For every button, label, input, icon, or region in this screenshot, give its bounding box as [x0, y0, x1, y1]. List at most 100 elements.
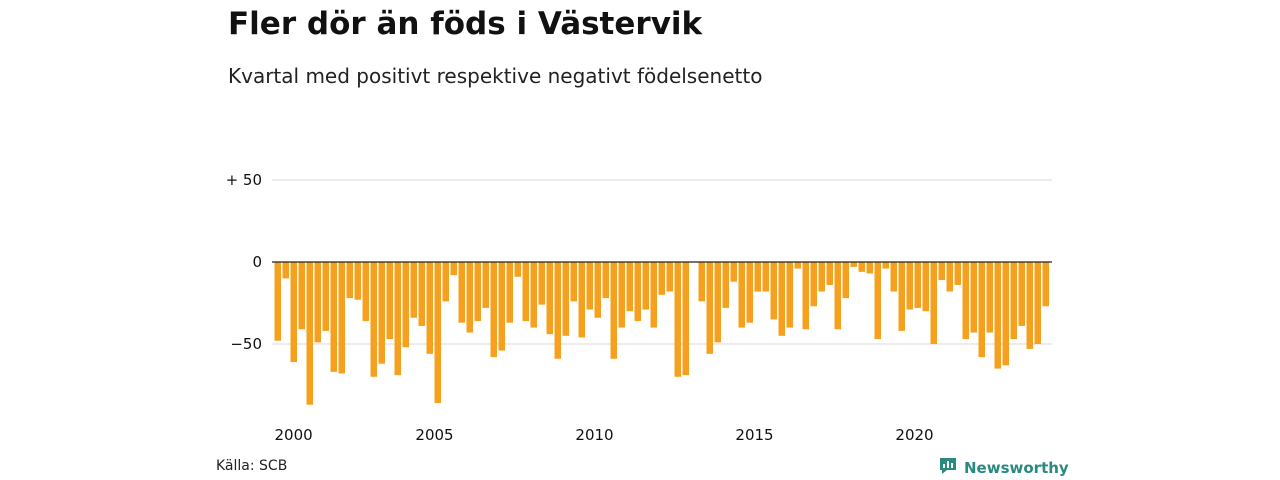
bar — [954, 262, 961, 285]
bar — [994, 262, 1001, 369]
bar — [410, 262, 417, 318]
bar — [762, 262, 769, 292]
brand-name: Newsworthy — [964, 459, 1069, 477]
bar — [626, 262, 633, 312]
bar — [986, 262, 993, 333]
bar — [634, 262, 641, 322]
bar — [442, 262, 449, 302]
bar — [874, 262, 881, 340]
bar — [1018, 262, 1025, 326]
source-note: Källa: SCB — [216, 458, 288, 474]
bar — [738, 262, 745, 328]
bar — [594, 262, 601, 318]
bar — [826, 262, 833, 285]
bar — [746, 262, 753, 323]
bar — [506, 262, 513, 323]
bar — [850, 262, 857, 267]
bar — [786, 262, 793, 328]
bar — [1042, 262, 1049, 307]
bar — [706, 262, 713, 354]
bar — [514, 262, 521, 277]
bar — [778, 262, 785, 336]
bar — [346, 262, 353, 299]
bar — [466, 262, 473, 333]
x-axis: 2000 2005 2010 2015 2020 — [275, 426, 934, 444]
bar — [314, 262, 321, 343]
bar — [402, 262, 409, 348]
bar — [898, 262, 905, 331]
y-tick-label: + 50 — [226, 171, 262, 189]
bar — [698, 262, 705, 302]
bar — [450, 262, 457, 276]
bar — [858, 262, 865, 272]
bar — [482, 262, 489, 308]
bar — [322, 262, 329, 331]
bar — [794, 262, 801, 269]
grid-lines — [272, 179, 1052, 345]
bar — [522, 262, 529, 322]
bar — [1010, 262, 1017, 340]
chart-subtitle: Kvartal med positivt respektive negativt… — [228, 64, 763, 88]
bar — [674, 262, 681, 377]
bar — [754, 262, 761, 292]
x-tick-label: 2000 — [275, 426, 313, 444]
bar — [602, 262, 609, 299]
bar — [426, 262, 433, 354]
bar — [530, 262, 537, 328]
brand-logo[interactable]: Newsworthy — [938, 456, 1069, 480]
bar — [378, 262, 385, 364]
bar — [458, 262, 465, 323]
bar — [474, 262, 481, 322]
bar — [682, 262, 689, 376]
bar — [306, 262, 313, 405]
bar — [298, 262, 305, 330]
bar — [890, 262, 897, 292]
bar — [730, 262, 737, 282]
bar — [362, 262, 369, 322]
bar — [330, 262, 337, 372]
bar — [586, 262, 593, 310]
bar — [866, 262, 873, 274]
bar — [282, 262, 289, 279]
newsworthy-logo-icon — [938, 456, 958, 480]
bar — [570, 262, 577, 302]
bar — [562, 262, 569, 336]
y-tick-label: −50 — [230, 335, 262, 353]
x-tick-label: 2010 — [575, 426, 613, 444]
bar — [930, 262, 937, 344]
bar — [434, 262, 441, 404]
bar — [970, 262, 977, 333]
bar — [394, 262, 401, 376]
bar — [882, 262, 889, 269]
bar — [338, 262, 345, 374]
bar — [802, 262, 809, 330]
x-tick-label: 2005 — [415, 426, 453, 444]
bar — [538, 262, 545, 305]
bar — [1034, 262, 1041, 344]
x-tick-label: 2015 — [735, 426, 773, 444]
y-axis: + 50 0 −50 — [226, 171, 262, 353]
bar — [658, 262, 665, 295]
bar — [386, 262, 393, 340]
bar — [610, 262, 617, 359]
bar — [1002, 262, 1009, 366]
bar — [618, 262, 625, 328]
bar — [418, 262, 425, 326]
bar — [818, 262, 825, 292]
bar — [354, 262, 361, 300]
bars — [274, 262, 1049, 405]
bar — [906, 262, 913, 310]
bar — [946, 262, 953, 292]
bar — [650, 262, 657, 328]
bar — [962, 262, 969, 340]
bar — [290, 262, 297, 363]
bar — [554, 262, 561, 359]
bar — [370, 262, 377, 377]
x-tick-label: 2020 — [895, 426, 933, 444]
bar — [922, 262, 929, 312]
bar — [546, 262, 553, 335]
bar — [834, 262, 841, 330]
bar — [666, 262, 673, 292]
bar — [274, 262, 281, 341]
